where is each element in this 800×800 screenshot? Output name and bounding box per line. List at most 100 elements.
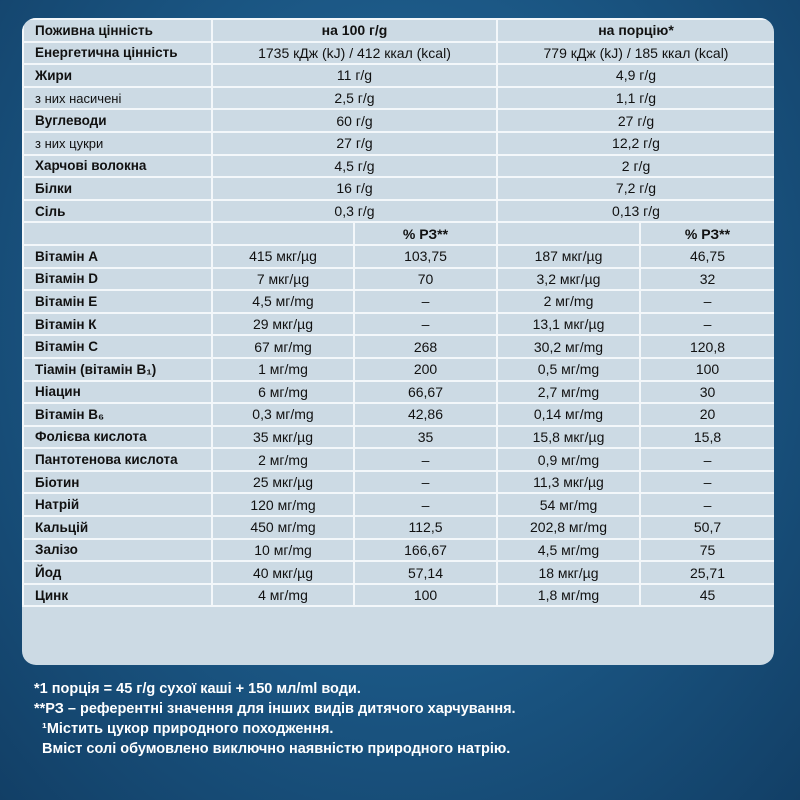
- value-per-serving: 30,2 мг/mg: [496, 334, 641, 359]
- rdi-per-serving: 30: [639, 379, 774, 405]
- nutrient-label: з них цукри: [22, 130, 213, 156]
- value-per-serving: 2 г/g: [496, 153, 774, 179]
- value-per-serving: 2,7 мг/mg: [496, 379, 641, 405]
- rdi-per100: 35: [353, 424, 498, 450]
- micro-row: Тіамін (вітамін В₁) 1 мг/mg 200 0,5 мг/mg 10…: [22, 356, 774, 382]
- nutrient-label: Вітамін К: [22, 311, 213, 337]
- rdi-per-serving: –: [639, 492, 774, 518]
- nutrient-label: Йод: [22, 560, 213, 585]
- nutrient-label: Біотин: [22, 469, 213, 495]
- nutrient-label: Вітамін С: [22, 334, 213, 359]
- value-per100: 25 мкг/µg: [211, 469, 355, 495]
- value-per100: 4,5 г/g: [211, 153, 498, 179]
- rdi-per100: 70: [353, 266, 498, 292]
- value-per-serving: 15,8 мкг/µg: [496, 424, 641, 450]
- macro-row: Білки 16 г/g 7,2 г/g: [22, 176, 774, 201]
- value-per-serving: 4,9 г/g: [496, 63, 774, 88]
- empty-cell: [22, 221, 213, 246]
- value-per100: 7 мкг/µg: [211, 266, 355, 292]
- value-per100: 35 мкг/µg: [211, 424, 355, 450]
- micro-row: Цинк 4 мг/mg 100 1,8 мг/mg 45: [22, 582, 774, 608]
- micro-row: Вітамін А 415 мкг/µg 103,75 187 мкг/µg 46,75: [22, 243, 774, 269]
- value-per100: 4,5 мг/mg: [211, 289, 355, 314]
- rdi-header-row: % РЗ** % РЗ**: [22, 221, 774, 246]
- rdi-per100: 103,75: [353, 243, 498, 269]
- micro-row: Вітамін С 67 мг/mg 268 30,2 мг/mg 120,8: [22, 334, 774, 359]
- value-per-serving: 2 мг/mg: [496, 289, 641, 314]
- nutrient-label: Вітамін Е: [22, 289, 213, 314]
- nutrient-label: Фолієва кислота: [22, 424, 213, 450]
- value-per-serving: 0,14 мг/mg: [496, 402, 641, 427]
- value-per100: 415 мкг/µg: [211, 243, 355, 269]
- value-per100: 29 мкг/µg: [211, 311, 355, 337]
- value-per100: 4 мг/mg: [211, 582, 355, 608]
- header-per100: на 100 г/g: [211, 18, 498, 43]
- footnote-serving: *1 порція = 45 г/g сухої каші + 150 мл/m…: [34, 681, 361, 697]
- nutrient-label: Вітамін В₆: [22, 402, 213, 427]
- rdi-per-serving: 120,8: [639, 334, 774, 359]
- value-per100: 67 мг/mg: [211, 334, 355, 359]
- value-per100: 6 мг/mg: [211, 379, 355, 405]
- macro-row: з них цукри 27 г/g 12,2 г/g: [22, 130, 774, 156]
- value-per100: 60 г/g: [211, 108, 498, 133]
- rdi-per-serving: 32: [639, 266, 774, 292]
- empty-cell: [211, 221, 355, 246]
- rdi-per-serving: 25,71: [639, 560, 774, 585]
- micro-row: Фолієва кислота 35 мкг/µg 35 15,8 мкг/µg 15,…: [22, 424, 774, 450]
- header-label: Поживна цінність: [22, 18, 213, 43]
- micro-row: Кальцій 450 мг/mg 112,5 202,8 мг/mg 50,7: [22, 515, 774, 540]
- footnote-salt: Вміст солі обумовлено виключно наявністю…: [42, 741, 511, 757]
- rdi-per100: 112,5: [353, 515, 498, 540]
- rdi-per-serving: 20: [639, 402, 774, 427]
- value-per-serving: 0,5 мг/mg: [496, 356, 641, 382]
- rdi-per-serving: 45: [639, 582, 774, 608]
- value-per100: 2 мг/mg: [211, 447, 355, 472]
- rdi-per-serving: –: [639, 447, 774, 472]
- nutrient-label: Вуглеводи: [22, 108, 213, 133]
- macro-row: Харчові волокна 4,5 г/g 2 г/g: [22, 153, 774, 179]
- nutrient-label: Жири: [22, 63, 213, 88]
- micro-row: Ніацин 6 мг/mg 66,67 2,7 мг/mg 30: [22, 379, 774, 405]
- rdi-per100: 200: [353, 356, 498, 382]
- value-per-serving: 27 г/g: [496, 108, 774, 133]
- value-per-serving: 1,8 мг/mg: [496, 582, 641, 608]
- rdi-per-serving: 75: [639, 537, 774, 563]
- value-per100: 120 мг/mg: [211, 492, 355, 518]
- empty-cell: [496, 221, 641, 246]
- rdi-per-serving: 100: [639, 356, 774, 382]
- nutrient-label: Харчові волокна: [22, 153, 213, 179]
- value-per-serving: 13,1 мкг/µg: [496, 311, 641, 337]
- value-per100: 2,5 г/g: [211, 85, 498, 111]
- nutrient-label: Сіль: [22, 198, 213, 224]
- value-per100: 27 г/g: [211, 130, 498, 156]
- value-per100: 450 мг/mg: [211, 515, 355, 540]
- rdi-per-serving: 15,8: [639, 424, 774, 450]
- nutrient-label: з них насичені: [22, 85, 213, 111]
- rdi-per-serving: –: [639, 289, 774, 314]
- rdi-per100: 57,14: [353, 560, 498, 585]
- nutrient-label: Пантотенова кислота: [22, 447, 213, 472]
- energy-per100: 1735 кДж (kJ) / 412 ккал (kcal): [211, 40, 498, 66]
- rdi-per100: –: [353, 311, 498, 337]
- value-per100: 0,3 мг/mg: [211, 402, 355, 427]
- nutrient-label: Тіамін (вітамін В₁): [22, 356, 213, 382]
- rdi-per-serving: –: [639, 311, 774, 337]
- rdi-per-serving: –: [639, 469, 774, 495]
- micro-row: Вітамін К 29 мкг/µg –13,1 мкг/µg –: [22, 311, 774, 337]
- macro-row: з них насичені 2,5 г/g 1,1 г/g: [22, 85, 774, 111]
- footnote-rdi: **РЗ – референтні значення для інших вид…: [34, 701, 516, 717]
- nutrition-table: Поживна цінність на 100 г/g на порцію* Е…: [22, 18, 774, 608]
- rdi-per100: –: [353, 289, 498, 314]
- value-per-serving: 12,2 г/g: [496, 130, 774, 156]
- nutrient-label: Ніацин: [22, 379, 213, 405]
- value-per-serving: 7,2 г/g: [496, 176, 774, 201]
- value-per100: 1 мг/mg: [211, 356, 355, 382]
- energy-row: Енергетична цінність 1735 кДж (kJ) / 412…: [22, 40, 774, 66]
- rdi-header-per100: % РЗ**: [353, 221, 498, 246]
- nutrient-label: Білки: [22, 176, 213, 201]
- value-per100: 11 г/g: [211, 63, 498, 88]
- value-per-serving: 1,1 г/g: [496, 85, 774, 111]
- value-per-serving: 18 мкг/µg: [496, 560, 641, 585]
- value-per100: 16 г/g: [211, 176, 498, 201]
